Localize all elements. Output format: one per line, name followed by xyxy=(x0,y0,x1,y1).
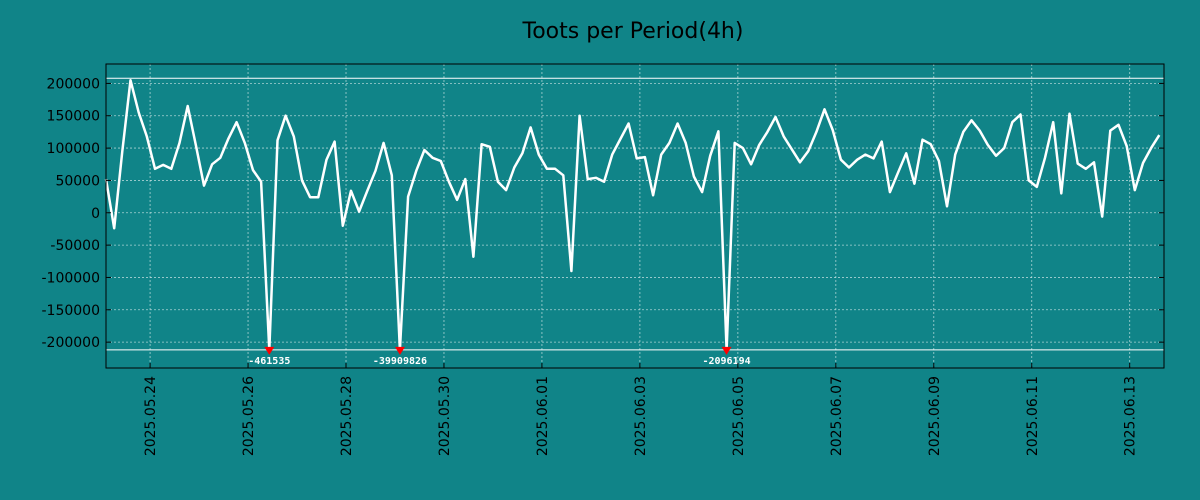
series-line-toots xyxy=(104,78,1161,352)
plot-frame xyxy=(105,63,1165,369)
y-tick-label: 200000 xyxy=(47,76,100,92)
clipped-value-label: -461535 xyxy=(248,356,290,367)
x-tick-label: 2025.05.24 xyxy=(143,376,159,456)
y-tick-label: -200000 xyxy=(42,335,101,351)
y-axis-ticks: 200000 150000 100000 50000 0 -50000 -100000 -15… xyxy=(42,76,1164,351)
grid xyxy=(106,64,1164,368)
x-tick-label: 2025.06.07 xyxy=(829,376,845,456)
clipped-point-marker xyxy=(394,346,405,355)
x-axis-ticks: 2025.05.24 2025.05.26 2025.05.28 2025.05.30… xyxy=(143,363,1139,456)
y-tick-label: 150000 xyxy=(47,109,100,125)
y-tick-label: -50000 xyxy=(50,238,100,254)
chart-title: Toots per Period(4h) xyxy=(522,19,744,44)
reference-lines xyxy=(106,77,1164,351)
y-tick-label: 50000 xyxy=(55,173,100,189)
markers: -461535 -39909826 -2096194 xyxy=(248,346,751,367)
clipped-point-marker xyxy=(721,346,732,355)
series xyxy=(104,78,1161,352)
y-tick-label: 100000 xyxy=(47,141,100,157)
y-tick-label: 0 xyxy=(91,206,100,222)
x-tick-label: 2025.05.26 xyxy=(241,376,257,456)
x-tick-label: 2025.06.09 xyxy=(927,376,943,456)
x-tick-label: 2025.06.05 xyxy=(731,376,747,456)
y-tick-label: -100000 xyxy=(42,270,101,286)
axes xyxy=(105,63,1165,369)
x-tick-label: 2025.05.28 xyxy=(339,376,355,456)
x-tick-label: 2025.06.01 xyxy=(535,376,551,456)
x-tick-label: 2025.05.30 xyxy=(437,376,453,456)
y-tick-label: -150000 xyxy=(42,303,101,319)
x-tick-label: 2025.06.03 xyxy=(633,376,649,456)
clipped-value-label: -39909826 xyxy=(373,356,427,367)
clipped-point-marker xyxy=(264,346,275,355)
clipped-value-label: -2096194 xyxy=(702,356,750,367)
x-tick-label: 2025.06.13 xyxy=(1123,376,1139,456)
x-tick-label: 2025.06.11 xyxy=(1025,376,1041,456)
